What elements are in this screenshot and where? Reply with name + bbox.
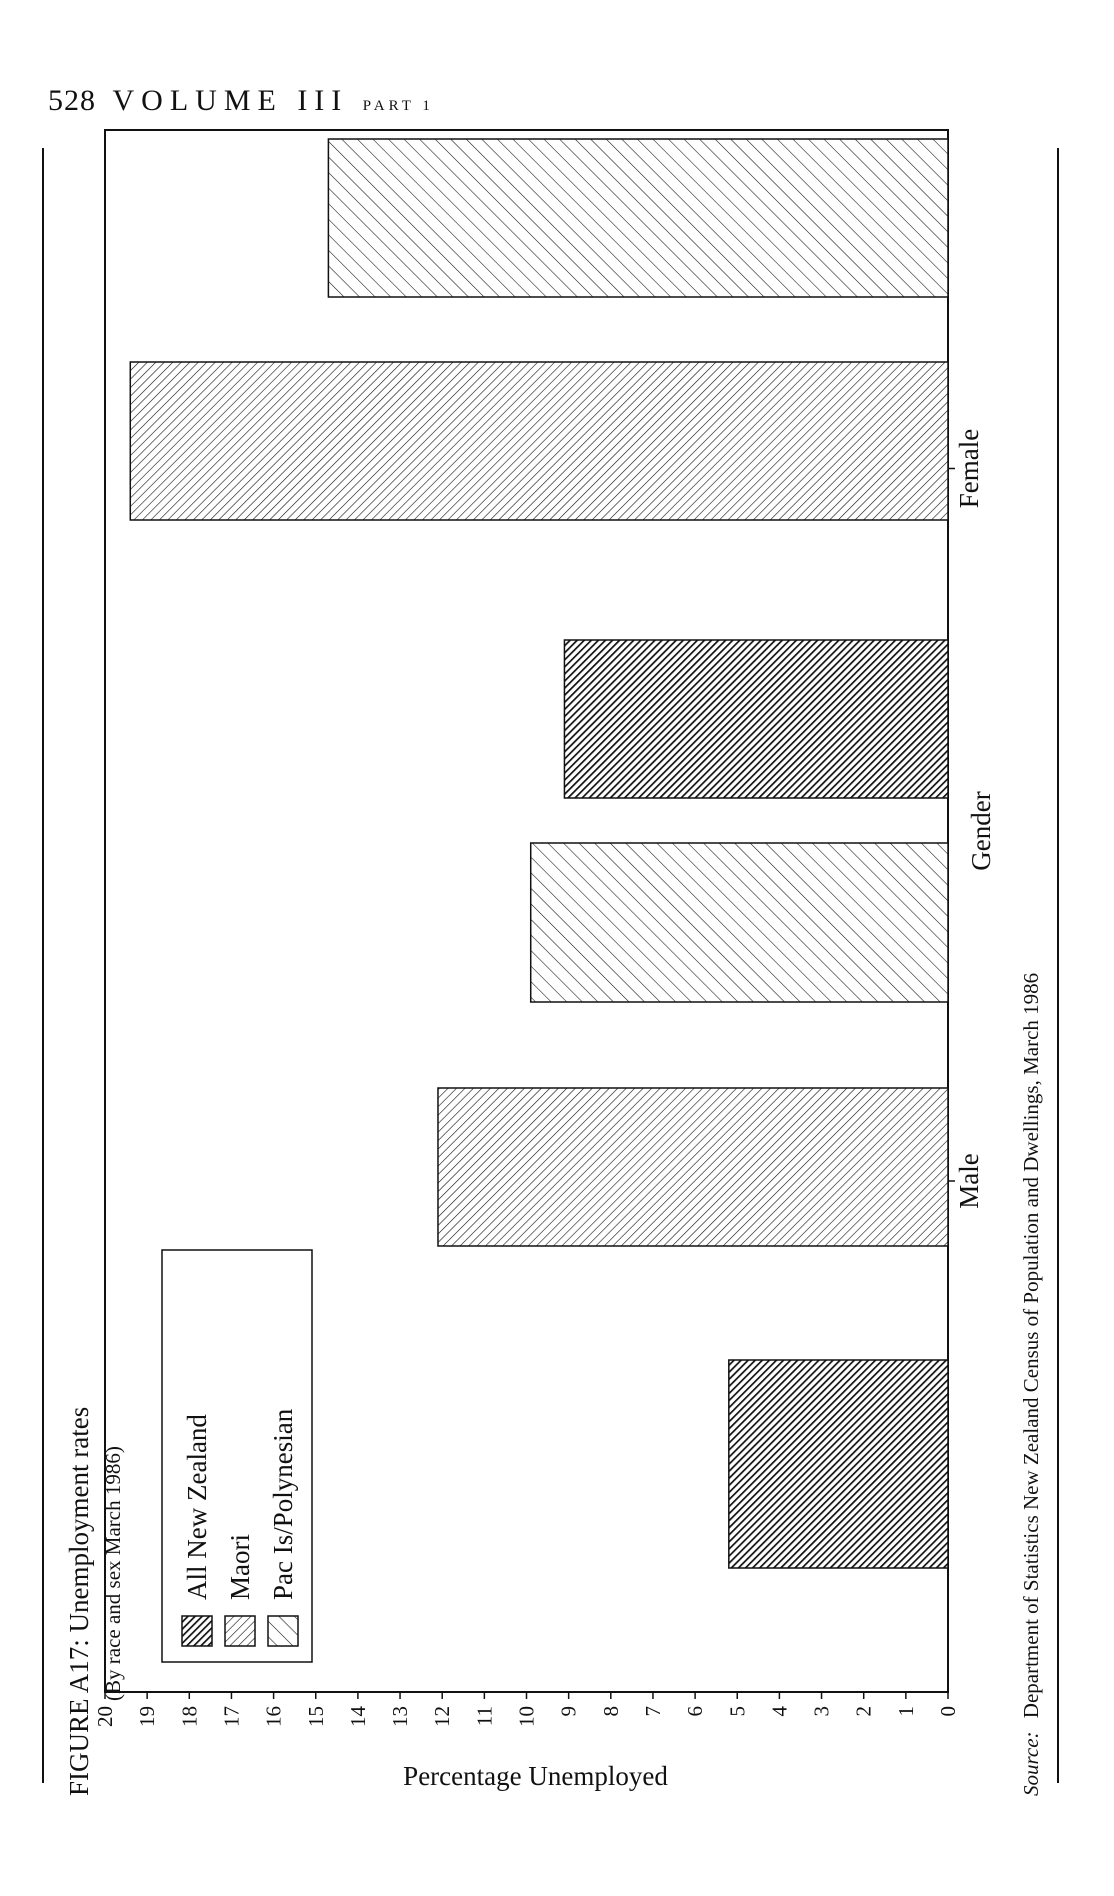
y-tick-label: 5 — [725, 1706, 749, 1717]
y-tick-label: 10 — [515, 1706, 539, 1727]
y-tick-label: 17 — [219, 1706, 243, 1727]
y-tick-label: 15 — [304, 1706, 328, 1727]
y-tick-label: 19 — [135, 1706, 159, 1727]
legend-swatch — [267, 1615, 299, 1647]
chart-area: 01234567891011121314151617181920Percenta… — [93, 129, 996, 1791]
y-tick-label: 9 — [557, 1706, 581, 1717]
figure-caption: FIGURE A17: Unemployment rates — [64, 1407, 94, 1796]
y-tick-label: 11 — [472, 1706, 496, 1726]
left-margin-rule — [42, 148, 44, 1783]
legend-swatch — [181, 1615, 213, 1647]
y-axis-label: Percentage Unemployed — [403, 1761, 668, 1791]
y-tick-label: 1 — [894, 1706, 918, 1717]
source-text: Department of Statistics New Zealand Cen… — [1019, 973, 1043, 1718]
source-label: Source: — [1019, 1731, 1043, 1796]
source-note: Source: Department of Statistics New Zea… — [1019, 973, 1043, 1796]
legend-label: Maori — [225, 1534, 255, 1600]
y-tick-label: 2 — [852, 1706, 876, 1717]
bar-male-all-new-zealand — [728, 1359, 949, 1569]
y-tick-label: 8 — [599, 1706, 623, 1717]
y-tick-label: 18 — [177, 1706, 201, 1727]
bar-male-pac-is-polynesian — [529, 842, 949, 1003]
bar-female-maori — [129, 361, 949, 521]
x-axis-label: Gender — [966, 791, 996, 870]
y-tick-label: 20 — [93, 1706, 117, 1727]
legend-box — [161, 1249, 313, 1663]
y-tick-label: 7 — [641, 1706, 665, 1717]
svg-text:Source: Department of: Source: Department of Statistics New Zea… — [1019, 973, 1043, 1796]
y-tick-label: 0 — [936, 1706, 960, 1717]
page-number: 528 — [48, 84, 96, 117]
y-tick-label: 12 — [430, 1706, 454, 1727]
right-margin-rule — [1057, 148, 1059, 1783]
running-head: 528 VOLUME III PART 1 — [48, 84, 434, 118]
y-tick-label: 16 — [262, 1706, 286, 1727]
volume-label: VOLUME III — [112, 84, 349, 117]
y-tick-label: 13 — [388, 1706, 412, 1727]
y-tick-label: 4 — [767, 1706, 791, 1717]
legend-label: Pac Is/Polynesian — [268, 1408, 298, 1600]
part-label: PART 1 — [362, 98, 434, 114]
bar-female-all-new-zealand — [563, 639, 949, 799]
category-label: Female — [954, 429, 984, 508]
y-tick-label: 6 — [683, 1706, 707, 1717]
bar-female-pac-is-polynesian — [327, 138, 949, 298]
y-tick-label: 3 — [810, 1706, 834, 1717]
y-tick-label: 14 — [346, 1706, 370, 1728]
legend-swatch — [224, 1615, 256, 1647]
category-label: Male — [954, 1153, 984, 1208]
bar-male-maori — [437, 1087, 949, 1247]
legend-label: All New Zealand — [182, 1414, 212, 1600]
